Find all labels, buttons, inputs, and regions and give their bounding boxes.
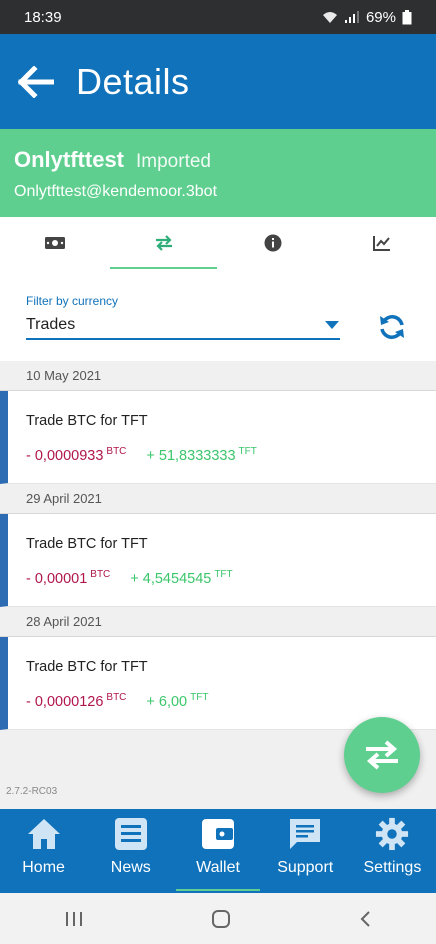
nav-support[interactable]: Support [262, 809, 349, 893]
back-nav-icon[interactable] [358, 910, 372, 928]
status-icons: 69% [322, 9, 412, 26]
nav-label: Support [277, 859, 334, 876]
received-amount: + 51,8333333 TFT [146, 446, 257, 464]
received-amount: + 4,5454545 TFT [130, 569, 233, 587]
currency-select-value: Trades [26, 316, 76, 333]
home-icon [27, 819, 60, 849]
date-header: 29 April 2021 [0, 484, 436, 514]
received-currency: TFT [214, 569, 233, 580]
wallet-name: Onlytfttest [14, 147, 124, 172]
transfer-fab-button[interactable] [344, 717, 420, 793]
battery-icon [402, 9, 412, 24]
signal-icon [344, 11, 359, 23]
transfer-icon [155, 235, 172, 251]
transaction-title: Trade BTC for TFT [26, 536, 148, 552]
transaction-title: Trade BTC for TFT [26, 659, 148, 675]
news-icon [114, 818, 147, 850]
nav-label: Settings [363, 859, 422, 876]
sent-currency: BTC [106, 446, 127, 457]
filter-label: Filter by currency [26, 294, 119, 308]
transaction-item[interactable]: Trade BTC for TFT - 0,0000933 BTC + 51,83… [0, 391, 436, 484]
chat-icon [290, 819, 321, 849]
money-icon [44, 237, 65, 249]
received-currency: TFT [190, 692, 209, 703]
bottom-nav: Home News Wallet Support Settings [0, 809, 436, 893]
tab-chart[interactable] [327, 217, 436, 269]
app-version: 2.7.2-RC03 [6, 786, 58, 797]
date-header: 10 May 2021 [0, 361, 436, 391]
arrow-left-icon [18, 65, 54, 98]
home-circle-icon[interactable] [211, 909, 231, 929]
tab-transactions[interactable] [109, 217, 218, 269]
transaction-list: 10 May 2021 Trade BTC for TFT - 0,000093… [0, 361, 436, 730]
battery-percent: 69% [365, 8, 396, 26]
gear-icon [376, 817, 409, 851]
system-nav-bar [0, 893, 436, 944]
tab-info[interactable] [218, 217, 327, 269]
nav-wallet[interactable]: Wallet [174, 809, 261, 893]
nav-label: Wallet [196, 859, 240, 876]
refresh-icon [380, 315, 404, 339]
received-amount: + 6,00 TFT [146, 692, 209, 710]
app-bar: Details [0, 34, 436, 129]
transaction-title: Trade BTC for TFT [26, 413, 148, 429]
nav-news[interactable]: News [87, 809, 174, 893]
detail-tabs [0, 217, 436, 269]
tab-balance[interactable] [0, 217, 109, 269]
wallet-status: Imported [136, 151, 211, 172]
transaction-amounts: - 0,0000126 BTC + 6,00 TFT [26, 692, 208, 710]
caret-down-icon [325, 321, 339, 329]
sent-amount: - 0,0000126 BTC [26, 692, 127, 710]
info-icon [264, 234, 281, 252]
page-title: Details [76, 60, 190, 102]
back-button[interactable] [18, 64, 54, 100]
transaction-amounts: - 0,0000933 BTC + 51,8333333 TFT [26, 446, 257, 464]
transfer-icon [366, 740, 398, 770]
nav-label: Home [22, 859, 65, 876]
chart-icon [372, 236, 390, 251]
wallet-icon [202, 819, 234, 849]
status-time: 18:39 [24, 8, 62, 26]
wifi-icon [322, 12, 337, 23]
nav-home[interactable]: Home [0, 809, 87, 893]
transaction-item[interactable]: Trade BTC for TFT - 0,0000126 BTC + 6,00 T… [0, 637, 436, 730]
nav-label: News [110, 859, 151, 876]
refresh-button[interactable] [377, 312, 407, 342]
sent-currency: BTC [90, 569, 111, 580]
sent-amount: - 0,00001 BTC [26, 569, 111, 587]
wallet-email: Onlytfttest@kendemoor.3bot [14, 183, 218, 200]
sent-amount: - 0,0000933 BTC [26, 446, 127, 464]
currency-filter: Filter by currency Trades [0, 269, 436, 361]
transaction-amounts: - 0,00001 BTC + 4,5454545 TFT [26, 569, 233, 587]
sent-currency: BTC [106, 692, 127, 703]
recents-icon[interactable] [64, 910, 84, 928]
wallet-header: Onlytfttest Imported Onlytfttest@kendemo… [0, 129, 436, 217]
received-currency: TFT [238, 446, 257, 457]
nav-settings[interactable]: Settings [349, 809, 436, 893]
status-bar: 18:39 69% [0, 0, 436, 34]
currency-select[interactable]: Trades [26, 312, 340, 340]
transaction-item[interactable]: Trade BTC for TFT - 0,00001 BTC + 4,54545… [0, 514, 436, 607]
date-header: 28 April 2021 [0, 607, 436, 637]
